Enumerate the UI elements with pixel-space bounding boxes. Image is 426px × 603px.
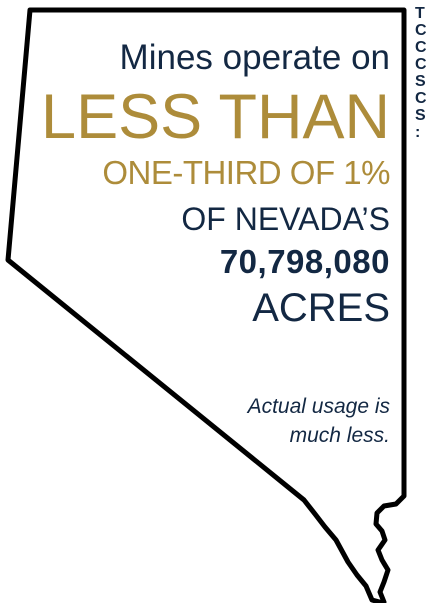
headline-line-mines-operate: Mines operate on xyxy=(119,38,390,77)
note-line-much-less: much less. xyxy=(289,424,390,447)
headline-line-acres: ACRES xyxy=(252,286,390,330)
headline-line-one-third: ONE-THIRD OF 1% xyxy=(102,154,390,191)
note-line-actual-usage: Actual usage is xyxy=(247,395,390,418)
headline-line-of-nevadas: OF NEVADA’S xyxy=(181,201,390,237)
headline-line-acre-count: 70,798,080 xyxy=(219,243,390,280)
headline-line-less-than: LESS THAN xyxy=(41,82,390,152)
